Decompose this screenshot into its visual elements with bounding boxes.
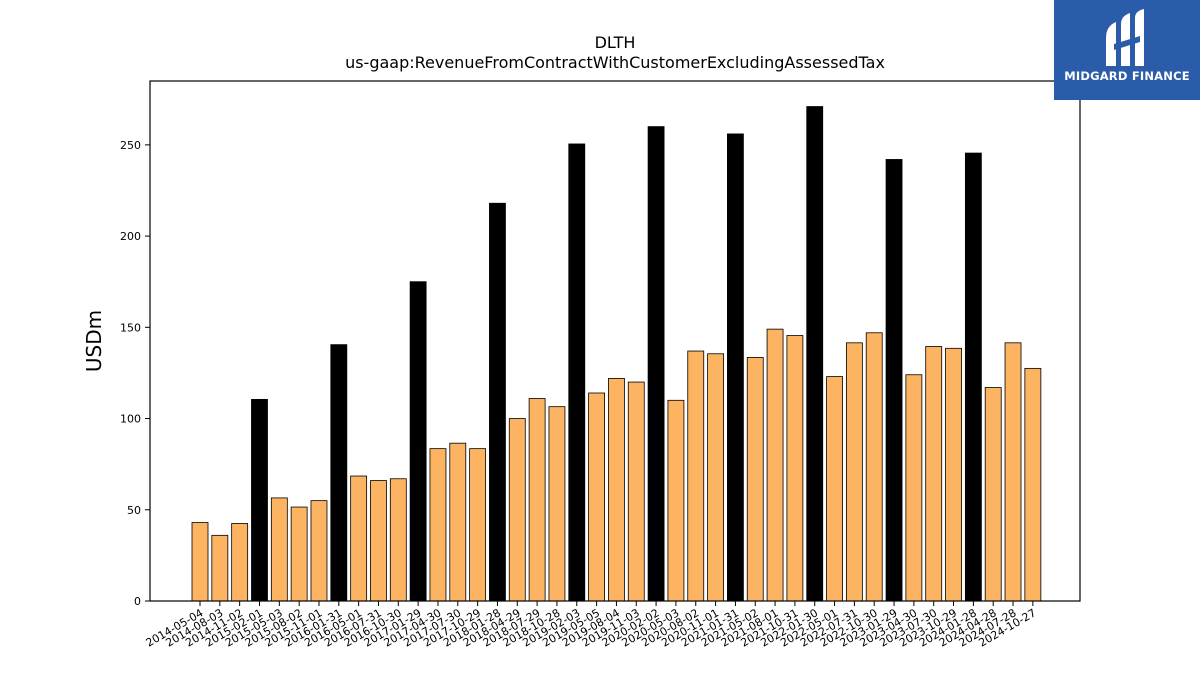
bar-2024-01-28 xyxy=(964,152,982,602)
y-tick-label: 0 xyxy=(134,595,141,608)
bar-2022-05-01 xyxy=(826,376,843,602)
bar-2015-02-01 xyxy=(251,398,268,602)
x-ticks-group: 2014-05-042014-08-032014-11-022015-02-01… xyxy=(144,601,1038,650)
bar-2018-01-28 xyxy=(489,202,506,602)
midgard-finance-logo: MIDGARD FINANCE xyxy=(1054,0,1200,100)
y-ticks-group: 0 50 100 150 200 250 xyxy=(120,139,150,608)
bar-2023-04-30 xyxy=(905,374,923,602)
bar-2023-07-30 xyxy=(925,346,943,602)
bar-2016-07-31 xyxy=(370,480,387,602)
bar-2017-10-29 xyxy=(469,448,487,602)
bar-2019-11-03 xyxy=(627,381,645,602)
bar-2019-02-03 xyxy=(568,143,586,602)
bar-2015-11-01 xyxy=(310,500,328,602)
bars-group xyxy=(191,106,1042,602)
bar-2022-07-31 xyxy=(845,342,863,602)
bar-2017-01-29 xyxy=(409,281,427,602)
y-tick-label: 250 xyxy=(120,139,141,152)
y-tick-label: 150 xyxy=(120,321,141,334)
bar-2023-01-29 xyxy=(885,159,903,602)
bar-2021-10-31 xyxy=(786,335,804,602)
bar-2015-08-02 xyxy=(290,506,308,602)
chart-title: DLTH xyxy=(595,33,636,52)
bar-2020-11-01 xyxy=(707,353,724,602)
bar-2023-10-29 xyxy=(945,347,962,602)
bar-2024-10-27 xyxy=(1024,367,1042,602)
bar-2020-02-02 xyxy=(647,126,665,602)
bar-2020-08-02 xyxy=(687,350,705,602)
bar-2022-10-30 xyxy=(865,332,883,602)
bar-2018-10-28 xyxy=(548,406,566,602)
bar-2016-05-01 xyxy=(350,475,368,602)
bar-2021-01-31 xyxy=(727,133,744,602)
brand-name: MIDGARD FINANCE xyxy=(1064,69,1190,83)
bar-2017-04-30 xyxy=(429,448,447,602)
bar-2018-07-29 xyxy=(528,398,546,602)
bar-2014-11-02 xyxy=(231,523,249,602)
bar-2014-05-04 xyxy=(191,522,209,602)
bar-2014-08-03 xyxy=(211,534,229,602)
bar-2024-07-28 xyxy=(1004,342,1022,602)
bar-2019-08-04 xyxy=(608,377,625,602)
chart-subtitle: us-gaap:RevenueFromContractWithCustomerE… xyxy=(345,53,885,72)
bar-2020-05-03 xyxy=(667,399,685,602)
y-tick-label: 200 xyxy=(120,230,141,243)
bar-2021-08-01 xyxy=(766,328,784,602)
bar-2016-01-31 xyxy=(330,344,348,602)
y-axis-label: USDm xyxy=(82,310,106,372)
bar-2024-04-28 xyxy=(984,387,1002,602)
bar-2016-10-30 xyxy=(389,478,407,602)
midgard-logo-icon xyxy=(1106,9,1144,66)
bar-2018-04-29 xyxy=(508,418,526,602)
y-tick-label: 50 xyxy=(127,504,141,517)
bar-2021-05-02 xyxy=(746,357,764,602)
y-tick-label: 100 xyxy=(120,413,141,426)
bar-2017-07-30 xyxy=(449,442,467,602)
bar-2019-05-05 xyxy=(588,392,605,602)
bar-2022-01-30 xyxy=(806,106,824,602)
plot-frame xyxy=(149,80,1081,602)
bar-2015-05-03 xyxy=(270,497,288,602)
